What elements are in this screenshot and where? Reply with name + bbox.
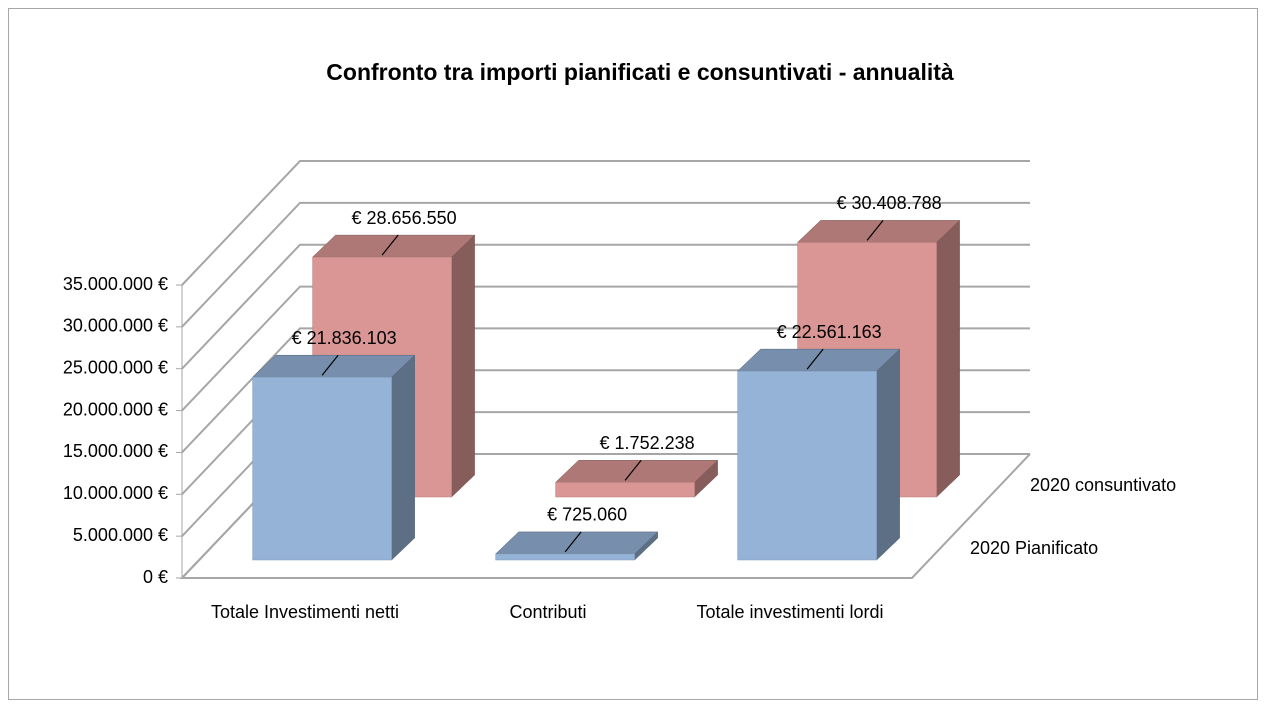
bar-top (554, 460, 719, 483)
y-tick-label: 25.000.000 € (63, 357, 168, 377)
chart-title: Confronto tra importi pianificati e cons… (326, 59, 954, 85)
data-label: € 22.561.163 (777, 322, 882, 342)
grid-line (181, 243, 1030, 370)
x-tick-label: Totale investimenti lordi (696, 602, 884, 622)
chart-border (8, 8, 1258, 700)
bar-side (876, 348, 900, 561)
y-tick-label: 10.000.000 € (63, 483, 168, 503)
grid-line (181, 285, 1030, 412)
bar-top (495, 531, 659, 555)
data-label: € 1.752.238 (600, 433, 695, 453)
series-label: 2020 Pianificato (970, 538, 1098, 558)
bar-side (391, 354, 415, 561)
x-tick-label: Totale Investimenti netti (210, 602, 400, 622)
bar-side (936, 219, 960, 498)
y-tick-label: 0 € (143, 567, 168, 587)
label-leader (866, 220, 884, 241)
data-label: € 30.408.788 (837, 193, 942, 213)
bar (737, 370, 877, 561)
grid-line (181, 160, 1030, 286)
y-tick-label: 5.000.000 € (73, 525, 168, 545)
bar-top (252, 354, 416, 378)
data-label: € 21.836.103 (292, 328, 397, 348)
data-label: € 28.656.550 (352, 208, 457, 228)
series-label: 2020 consuntivato (1030, 475, 1176, 495)
bar-top (311, 234, 476, 258)
label-leader (806, 348, 824, 370)
floor (179, 453, 1031, 579)
y-tick-label: 20.000.000 € (63, 399, 168, 419)
grid-line (181, 201, 1030, 328)
y-tick-label: 35.000.000 € (63, 274, 168, 294)
grid-line (181, 327, 1030, 454)
bar-top (796, 220, 961, 243)
bar-side (451, 234, 475, 498)
bar (495, 553, 635, 561)
data-label: € 725.060 (547, 505, 627, 525)
y-tick-label: 30.000.000 € (63, 316, 168, 336)
bar (252, 376, 392, 561)
label-leader (564, 531, 582, 553)
bar-top (737, 348, 901, 372)
y-tick-label: 15.000.000 € (63, 441, 168, 461)
x-tick-label: Contributi (509, 602, 587, 622)
label-leader (321, 354, 339, 376)
bar (555, 482, 695, 498)
label-leader (624, 459, 642, 481)
label-leader (381, 234, 399, 256)
